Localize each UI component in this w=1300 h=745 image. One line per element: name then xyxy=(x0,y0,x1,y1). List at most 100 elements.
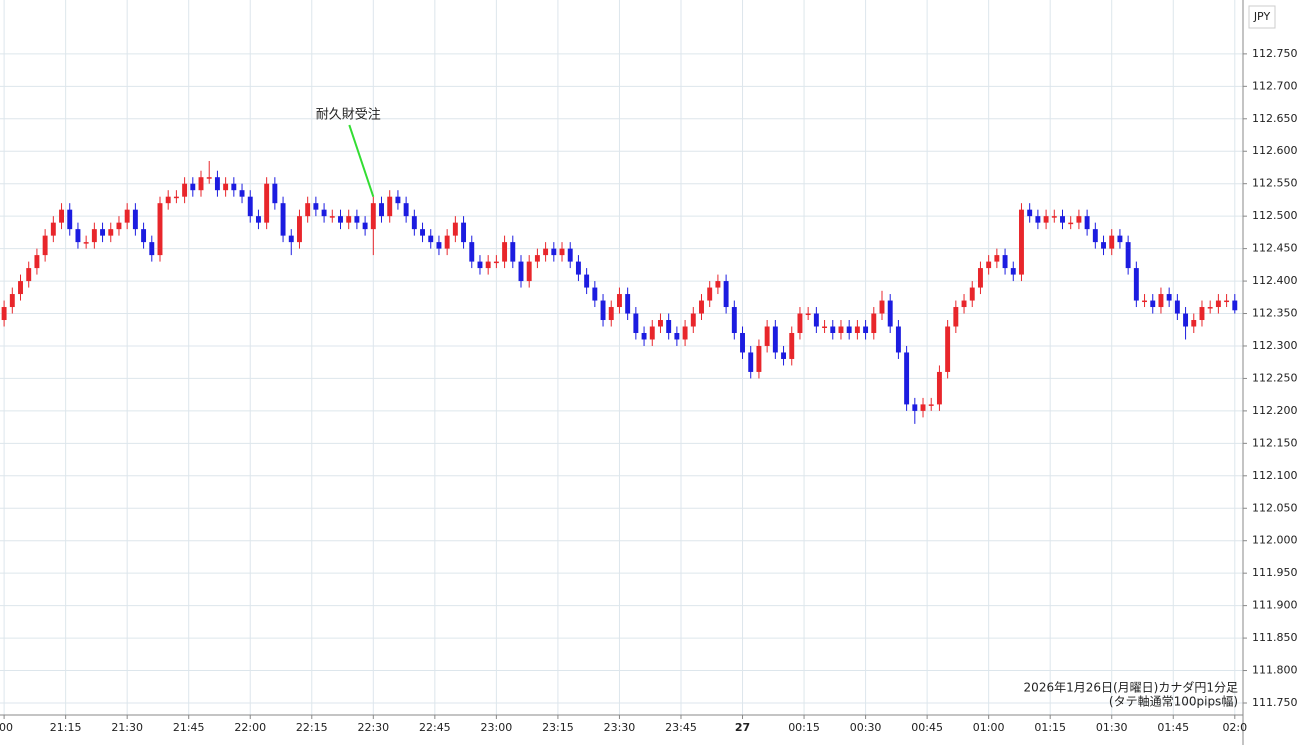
x-tick-label: 00:45 xyxy=(911,721,943,734)
candle-body xyxy=(83,242,89,244)
y-tick-label: 111.750 xyxy=(1252,696,1298,709)
candle-body xyxy=(395,196,401,204)
candle-body xyxy=(616,294,622,308)
candle-body xyxy=(969,287,975,301)
candle-body xyxy=(1133,268,1139,301)
candle-body xyxy=(305,203,311,217)
annotation-label: 耐久財受注 xyxy=(316,108,381,123)
candle-body xyxy=(953,307,959,327)
candle-body xyxy=(567,248,573,262)
candle-body xyxy=(387,196,393,217)
candle-body xyxy=(190,183,196,191)
candle-body xyxy=(1109,235,1115,249)
candle-body xyxy=(264,183,270,223)
candle-body xyxy=(699,300,704,314)
candle-body xyxy=(879,300,885,314)
x-tick-label: 02:0 xyxy=(1222,721,1247,734)
candle-body xyxy=(600,300,606,321)
candle-body xyxy=(214,177,220,191)
candle-body xyxy=(740,332,745,353)
candle-body xyxy=(411,216,417,230)
candle-body xyxy=(485,261,491,269)
candle-body xyxy=(887,300,893,327)
candle-body xyxy=(141,229,147,243)
x-tick-label: 22:00 xyxy=(234,721,266,734)
candle-body xyxy=(707,287,713,301)
candle-body xyxy=(157,203,163,256)
candle-body xyxy=(945,326,951,372)
candle-body xyxy=(543,248,549,256)
x-tick-label: 23:15 xyxy=(542,721,574,734)
candle-body xyxy=(182,183,188,197)
y-tick-label: 111.950 xyxy=(1252,566,1298,579)
y-tick-label: 112.350 xyxy=(1252,307,1298,320)
candle-body xyxy=(1051,216,1057,218)
x-tick-label: 01:15 xyxy=(1034,721,1066,734)
candle-body xyxy=(961,300,967,308)
candle-body xyxy=(764,326,770,346)
candle-body xyxy=(723,281,729,308)
candle-body xyxy=(912,404,918,411)
candle-body xyxy=(1092,229,1098,243)
candle-body xyxy=(247,196,253,217)
x-tick-label: 01:00 xyxy=(973,721,1005,734)
candle-body xyxy=(444,235,450,249)
candle-body xyxy=(805,313,811,316)
candle-body xyxy=(658,320,663,327)
candle-body xyxy=(370,203,376,230)
candle-body xyxy=(59,209,64,223)
candle-body xyxy=(346,216,352,223)
x-tick-label: 21:15 xyxy=(50,721,82,734)
candle-body xyxy=(34,255,40,269)
x-tick-label: 01:30 xyxy=(1096,721,1128,734)
candle-body xyxy=(1101,242,1106,249)
candle-body xyxy=(149,242,155,256)
candle-body xyxy=(649,326,655,340)
x-tick-label: 00:15 xyxy=(788,721,820,734)
candle-body xyxy=(1125,242,1131,269)
candle-body xyxy=(493,261,499,264)
candle-body xyxy=(584,274,590,288)
candle-body xyxy=(830,326,836,333)
x-tick-label: 27 xyxy=(735,721,750,734)
y-tick-label: 112.450 xyxy=(1252,242,1298,255)
y-tick-label: 112.100 xyxy=(1252,469,1298,482)
candle-body xyxy=(338,216,343,223)
currency-box xyxy=(1248,5,1276,29)
x-tick-label: 23:45 xyxy=(665,721,697,734)
candle-body xyxy=(1191,320,1197,327)
candle-body xyxy=(354,216,360,223)
candle-body xyxy=(379,203,384,217)
candle-body xyxy=(822,326,828,329)
footer-line: (タテ軸通常100pips幅) xyxy=(1109,694,1238,709)
candle-body xyxy=(26,268,32,282)
candle-body xyxy=(67,209,73,230)
candle-body xyxy=(223,183,229,191)
candle-body xyxy=(608,307,614,321)
candle-body xyxy=(936,371,942,405)
candle-body xyxy=(904,352,910,405)
candle-body xyxy=(1150,300,1156,308)
candle-body xyxy=(920,404,926,411)
candle-body xyxy=(165,196,171,204)
x-tick-label: 21:30 xyxy=(111,721,143,734)
candle-body xyxy=(994,255,1000,262)
candle-body xyxy=(420,229,425,236)
candle-body xyxy=(986,261,992,269)
candle-body xyxy=(1043,216,1049,223)
candle-body xyxy=(1076,216,1082,223)
candle-body xyxy=(321,209,327,217)
candle-body xyxy=(50,222,56,236)
y-tick-label: 112.700 xyxy=(1252,79,1298,92)
candle-body xyxy=(42,235,48,256)
y-tick-label: 112.050 xyxy=(1252,501,1298,514)
candle-body xyxy=(534,255,540,262)
candle-body xyxy=(871,313,877,333)
y-tick-label: 112.600 xyxy=(1252,144,1298,157)
candle-body xyxy=(641,332,647,340)
x-tick-label: 22:45 xyxy=(419,721,451,734)
footer-line: 2026年1月26日(月曜日)カナダ円1分足 xyxy=(1024,680,1238,695)
